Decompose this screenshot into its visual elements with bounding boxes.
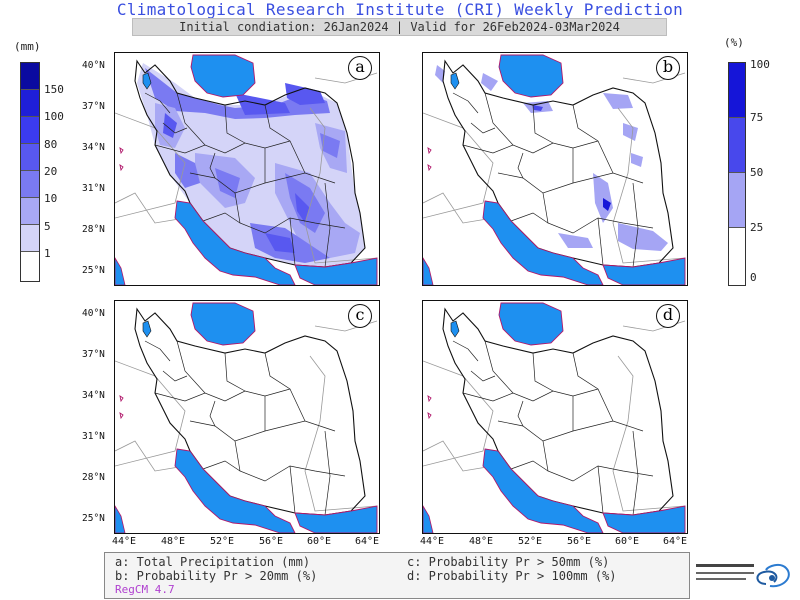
map-panel-a: a: [114, 52, 380, 286]
lon-label: 44°E: [420, 536, 445, 547]
institute-logo: [694, 556, 798, 596]
lon-label: 56°E: [259, 536, 284, 547]
lat-label: 25°N: [82, 265, 105, 276]
probability-field: [435, 65, 668, 251]
legend-right-tick: 0: [750, 271, 757, 284]
legend-right-tick: 75: [750, 111, 764, 124]
lat-label: 25°N: [82, 513, 105, 524]
legend-right-tick: 25: [750, 221, 764, 234]
lon-label: 52°E: [518, 536, 543, 547]
legend-left-tick: 150: [44, 83, 64, 96]
map-panel-c: c: [114, 300, 380, 534]
legend-left-tick: 1: [44, 247, 51, 260]
lon-label: 60°E: [615, 536, 640, 547]
lon-label: 48°E: [161, 536, 186, 547]
model-version: RegCM 4.7: [115, 583, 175, 596]
lat-label: 34°N: [82, 390, 105, 401]
legend-left-colorbar: [20, 62, 40, 282]
lat-label: 28°N: [82, 224, 105, 235]
legend-left-tick: 80: [44, 138, 58, 151]
lon-label: 56°E: [567, 536, 592, 547]
lat-label: 37°N: [82, 349, 105, 360]
valid-period-banner: Initial condiation: 26Jan2024 | Valid fo…: [132, 18, 667, 36]
caption-c: c: Probability Pr > 50mm (%): [407, 555, 610, 569]
lon-label: 64°E: [663, 536, 688, 547]
legend-left-tick: 100: [44, 110, 64, 123]
precip-field: [137, 63, 365, 267]
page-title: Climatological Research Institute (CRI) …: [116, 0, 684, 19]
legend-right-tick: 50: [750, 166, 764, 179]
legend-left-tick: 20: [44, 165, 58, 178]
lon-label: 52°E: [210, 536, 235, 547]
map-panel-b: b: [422, 52, 688, 286]
panel-letter-b: b: [656, 56, 680, 80]
caption-box: a: Total Precipitation (mm) b: Probabili…: [104, 552, 690, 599]
lat-label: 28°N: [82, 472, 105, 483]
panel-letter-c: c: [348, 304, 372, 328]
lon-label: 64°E: [355, 536, 380, 547]
lon-label: 44°E: [112, 536, 137, 547]
legend-left-unit: (mm): [14, 40, 41, 53]
lat-label: 34°N: [82, 142, 105, 153]
caption-b: b: Probability Pr > 20mm (%): [115, 569, 318, 583]
legend-right-tick: 100: [750, 58, 770, 71]
lat-label: 31°N: [82, 431, 105, 442]
lat-label: 31°N: [82, 183, 105, 194]
map-panel-d: d: [422, 300, 688, 534]
panel-letter-d: d: [656, 304, 680, 328]
caption-d: d: Probability Pr > 100mm (%): [407, 569, 617, 583]
legend-right-colorbar: [728, 62, 746, 286]
panel-letter-a: a: [348, 56, 372, 80]
legend-right-unit: (%): [724, 36, 744, 49]
lon-label: 60°E: [307, 536, 332, 547]
legend-left-tick: 5: [44, 220, 51, 233]
lon-label: 48°E: [469, 536, 494, 547]
lat-label: 40°N: [82, 308, 105, 319]
lat-label: 40°N: [82, 60, 105, 71]
caption-a: a: Total Precipitation (mm): [115, 555, 311, 569]
lat-label: 37°N: [82, 101, 105, 112]
legend-left-tick: 10: [44, 192, 58, 205]
